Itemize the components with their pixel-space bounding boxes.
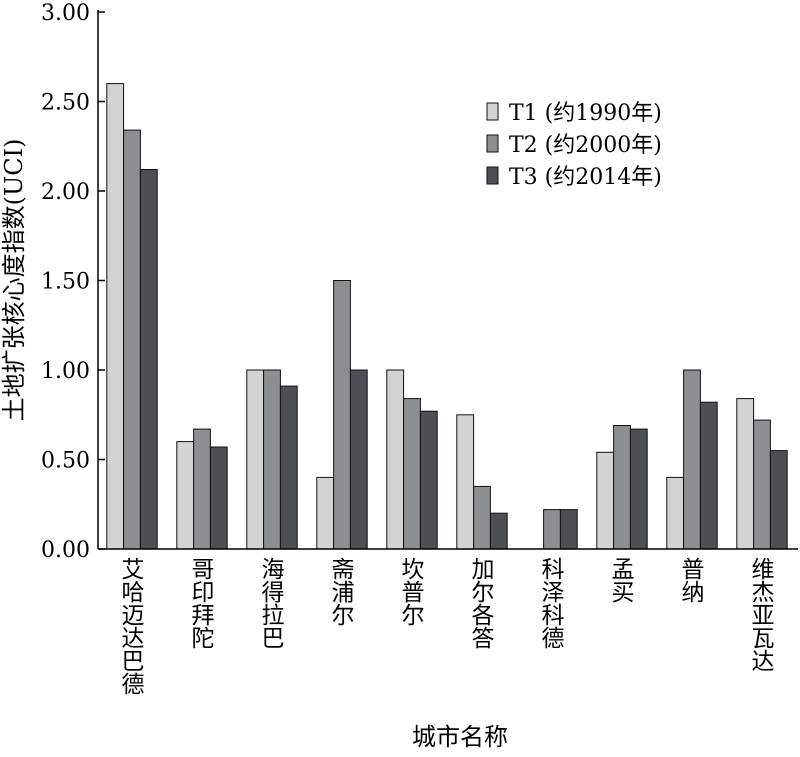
bar-1-10 (736, 398, 755, 550)
x-axis-title: 城市名称 (412, 723, 508, 751)
legend: T1 (约1990年) T2 (约2000年) T3 (约2014年) (486, 101, 662, 190)
x-tick-label-6: 加尔各答 (472, 557, 495, 652)
x-tick-label-2: 哥印拜陀 (192, 557, 215, 652)
bar-1-6 (456, 414, 475, 550)
y-axis-title: 土地扩张核心度指数(UCI) (0, 139, 28, 422)
y-tick-label-0: 0.00 (41, 538, 90, 563)
x-tick-label-3: 海得拉巴 (262, 557, 285, 652)
legend-swatch-1 (486, 102, 499, 121)
bar-1-2 (176, 441, 195, 550)
legend-swatch-3 (486, 166, 499, 185)
bar-2-4 (333, 280, 351, 550)
x-tick-label-5: 坎普尔 (402, 557, 425, 629)
bar-2-7 (543, 509, 561, 550)
x-tick-label-9: 普纳 (682, 557, 705, 606)
bar-3-3 (279, 385, 298, 550)
bar-3-2 (209, 446, 228, 550)
bar-3-8 (629, 428, 648, 550)
y-tick-label-3: 1.50 (41, 270, 90, 295)
y-tick-label-6: 3.00 (41, 1, 90, 26)
bar-1-8 (596, 451, 615, 550)
bar-2-10 (753, 419, 771, 550)
x-tick-label-8: 孟买 (612, 557, 635, 606)
bar-2-1 (123, 129, 141, 550)
bar-1-4 (316, 476, 335, 550)
bar-1-9 (666, 476, 685, 550)
bar-2-9 (683, 369, 701, 550)
bar-3-6 (489, 512, 508, 550)
legend-label-1: T1 (约1990年) (509, 101, 662, 126)
x-tick-label-1: 艾哈迈达巴德 (122, 557, 145, 698)
bar-3-4 (349, 369, 368, 550)
bar-2-5 (403, 398, 421, 550)
bar-1-3 (246, 369, 265, 550)
bar-2-8 (613, 425, 631, 550)
bar-3-1 (139, 169, 158, 550)
bar-3-5 (419, 410, 438, 550)
axes-layer: 0.00 0.50 1.00 1.50 2.00 2.50 3.00 艾哈迈达巴德 哥印拜陀 海得… (41, 1, 798, 698)
y-tick-label-4: 2.00 (41, 180, 90, 205)
bar-1-1 (106, 83, 125, 550)
legend-label-3: T3 (约2014年) (509, 165, 662, 190)
y-tick-label-5: 2.50 (41, 91, 90, 116)
bar-3-9 (699, 401, 718, 550)
bar-2-6 (473, 485, 491, 550)
bar-2-3 (263, 369, 281, 550)
legend-label-2: T2 (约2000年) (509, 133, 662, 158)
x-tick-label-4: 斋浦尔 (332, 557, 355, 629)
y-tick-label-2: 1.00 (41, 359, 90, 384)
bars-layer (106, 83, 788, 550)
bar-2-2 (193, 428, 211, 550)
bar-1-5 (386, 369, 405, 550)
bar-3-10 (769, 450, 788, 550)
x-tick-label-7: 科泽科德 (542, 557, 565, 652)
y-tick-label-1: 0.50 (41, 449, 90, 474)
legend-swatch-2 (486, 134, 499, 153)
x-tick-label-10: 维杰亚瓦达 (752, 557, 775, 675)
bar-3-7 (559, 509, 578, 550)
